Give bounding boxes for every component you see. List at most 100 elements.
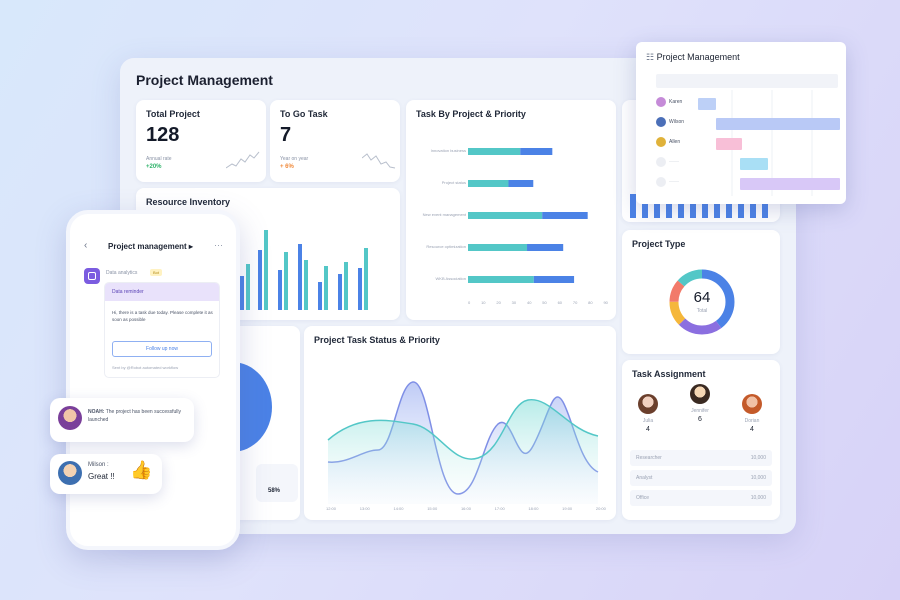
gantt-icon: ☷ [646,52,657,62]
assignee-count: 4 [646,426,650,433]
reminder-card-footer: Sent by @Robot automated workflow [112,365,179,370]
hbar-row-label: Innovation business [430,148,466,153]
avatar [656,157,666,167]
hbar-segment [468,148,521,155]
gantt-bar[interactable] [740,158,768,170]
gantt-person: Karen [669,99,683,105]
resource-bar [364,248,368,310]
reminder-card: Data reminder Hi, there is a task due to… [104,282,220,378]
reminder-card-title: Data reminder [112,289,144,295]
priority-bars [630,194,768,218]
pie-legend: 58% [256,464,298,502]
gantt-bar[interactable] [716,118,840,130]
status-priority-card[interactable]: Project Task Status & Priority 12:00 13:… [304,326,616,520]
gantt-person: Wilson [669,119,685,125]
hbar-row-label: WKB Association [435,276,466,281]
total-project-card[interactable]: Total Project 128 Annual rate +20% [136,100,266,182]
series-line [327,399,599,460]
axis-tick: 90 [603,300,608,305]
back-icon[interactable]: ‹ [84,240,88,251]
to-go-task-card[interactable]: To Go Task 7 Year on year + 6% [270,100,400,182]
status-pie [232,362,272,452]
task-by-project-label: Task By Project & Priority [416,109,526,119]
total-project-trend: +20% [146,164,162,170]
task-by-project-card[interactable]: Task By Project & Priority Innovation bu… [406,100,616,320]
hbar-segment [508,180,534,187]
hbar-row-label: New event management [422,212,466,217]
resource-bar [246,264,250,310]
avatar[interactable] [638,394,658,414]
hbar-segment [468,244,528,251]
gantt-panel[interactable]: ☷ Project Management Karen Wilson Allen … [636,42,846,204]
task-assignment-card[interactable]: Task Assignment Julia Jennifer Dorian 4 … [622,360,780,520]
gantt-bar[interactable] [698,98,716,110]
chat-bubble-noah[interactable]: NOAH: The project has been successfully … [50,398,194,442]
total-project-value: 128 [146,124,180,146]
hbar-segment [533,276,575,283]
assignee-name: Dorian [744,418,760,424]
x-tick: 18:00 [528,506,539,511]
thumbs-up-icon: 👍 [130,460,153,480]
resource-bar [324,266,328,310]
x-tick: 14:00 [393,506,404,511]
resource-inventory-label: Resource Inventory [146,197,231,207]
gantt-person: —— [669,159,679,165]
follow-up-button[interactable]: Follow up now [112,341,212,357]
hbar-segment [520,148,553,155]
assignment-row[interactable]: Office 10,000 [630,490,772,506]
resource-inventory-bars [240,230,368,310]
assignment-row[interactable]: Researcher 10,000 [630,450,772,466]
sender-tag: Bot [150,269,163,276]
dashboard-title: Project Management [136,72,273,88]
gantt-bar[interactable] [716,138,742,150]
resource-bar [258,250,262,310]
grid-icon [88,272,96,280]
assignment-row-value: 10,000 [750,495,766,501]
more-icon[interactable]: ··· [214,240,223,250]
axis-tick: 10 [481,300,486,305]
hbar-row-label: Project status [441,180,466,185]
assignment-row-label: Analyst [636,475,653,481]
to-go-task-value: 7 [280,124,292,146]
hbar-segment [542,212,588,219]
resource-bar [284,252,288,310]
resource-bar [318,282,322,310]
total-project-label: Total Project [146,109,200,119]
x-tick: 16:00 [460,506,471,511]
gantt-title: Project Management [656,52,740,62]
gantt-bar[interactable] [740,178,840,190]
hbar-segment [468,180,509,187]
axis-tick: 60 [557,300,563,305]
to-go-task-sub: Year on year [280,156,309,162]
resource-bar [358,268,362,310]
gantt-person: Allen [669,139,681,145]
axis-tick: 80 [588,300,593,305]
resource-bar [240,276,244,310]
to-go-task-sparkline [362,153,396,169]
avatar[interactable] [742,394,762,414]
project-type-label: Project Type [632,239,686,249]
resource-bar [278,270,282,310]
mobile-sender: Data analytics [106,270,138,276]
axis-tick: 40 [526,300,532,305]
assignment-row-value: 10,000 [750,455,766,461]
project-type-card[interactable]: Project Type 64 Total [622,230,780,354]
axis-tick: 50 [542,300,547,305]
hbar-row-label: Resource optimization [426,244,466,249]
assignment-row[interactable]: Analyst 10,000 [630,470,772,486]
chevron-right-icon: ▸ [186,242,193,251]
to-go-task-trend: + 6% [280,164,294,170]
chat-bubble-milson[interactable]: Milson : Great !! 👍 [50,454,162,494]
assignee-name: Julia [642,418,654,424]
mobile-phone: ‹ Project management ▸ ··· Data analytic… [66,210,240,550]
axis-tick: 20 [496,300,501,305]
gantt-header [656,74,838,88]
project-type-donut [669,269,735,335]
chat-text: The project has been successfully launch… [88,409,182,423]
assignee-count: 6 [698,416,702,423]
status-priority-label: Project Task Status & Priority [314,335,440,345]
hbar-segment [468,276,534,283]
gantt-title-wrap: ☷ Project Management [646,52,740,63]
mobile-header: Project management ▸ [108,242,193,251]
avatar[interactable] [690,384,710,404]
